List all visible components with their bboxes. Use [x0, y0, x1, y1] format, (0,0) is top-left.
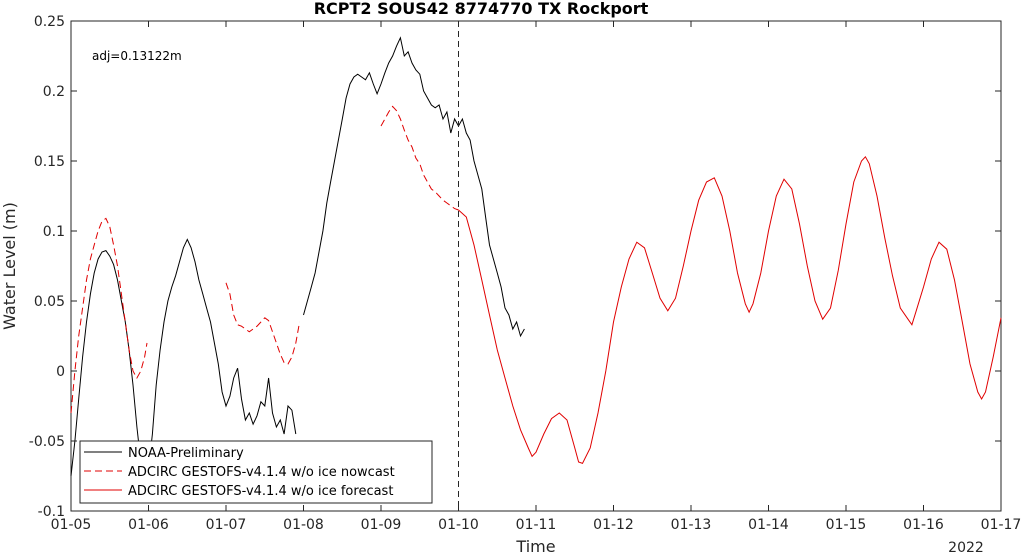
x-tick-label: 01-15 — [826, 517, 867, 533]
x-tick-label: 01-05 — [51, 517, 92, 533]
x-tick-label: 01-14 — [748, 517, 789, 533]
legend-label-1: NOAA-Preliminary — [128, 446, 244, 461]
x-tick-label: 01-07 — [206, 517, 247, 533]
y-tick-label: 0.15 — [34, 154, 65, 170]
x-tick-label: 01-10 — [438, 517, 479, 533]
x-tick-label: 01-16 — [903, 517, 944, 533]
y-axis-label: Water Level (m) — [0, 202, 19, 330]
x-axis-label: Time — [515, 537, 555, 555]
plot-frame — [70, 20, 1002, 512]
y-tick-label: 0.05 — [34, 294, 65, 310]
x-tick-label: 01-09 — [361, 517, 402, 533]
series-line-1 — [70, 36, 525, 484]
plot-area: 01-05 01-06 01-07 01-08 01-09 01-10 01-11 01-12… — [29, 14, 1022, 533]
y-tick-label: -0.05 — [29, 434, 65, 450]
legend: NOAA-Preliminary ADCIRC GESTOFS-v4.1.4 w/… — [79, 440, 433, 504]
y-tick-label: 0 — [56, 364, 65, 380]
series-line-2 — [70, 105, 459, 414]
x-tick-label: 01-13 — [671, 517, 712, 533]
y-tick-label: 0.2 — [43, 84, 65, 100]
adjustment-annotation: adj=0.13122m — [92, 49, 182, 63]
legend-box — [79, 440, 433, 504]
legend-label-2: ADCIRC GESTOFS-v4.1.4 w/o ice nowcast — [128, 465, 395, 480]
x-tick-label: 01-08 — [283, 517, 324, 533]
chart-title: RCPT2 SOUS42 8774770 TX Rockport — [314, 0, 649, 18]
x-tick-label: 01-12 — [593, 517, 634, 533]
y-tick-label: -0.1 — [38, 504, 65, 520]
legend-label-3: ADCIRC GESTOFS-v4.1.4 w/o ice forecast — [128, 484, 393, 499]
y-tick-label: 0.25 — [34, 14, 65, 30]
x-tick-label: 01-06 — [128, 517, 169, 533]
y-tick-label: 0.1 — [43, 224, 65, 240]
x-tick-label: 01-11 — [516, 517, 557, 533]
series-line-3 — [458, 155, 1002, 465]
x-tick-label: 01-17 — [981, 517, 1022, 533]
year-label: 2022 — [948, 540, 984, 555]
